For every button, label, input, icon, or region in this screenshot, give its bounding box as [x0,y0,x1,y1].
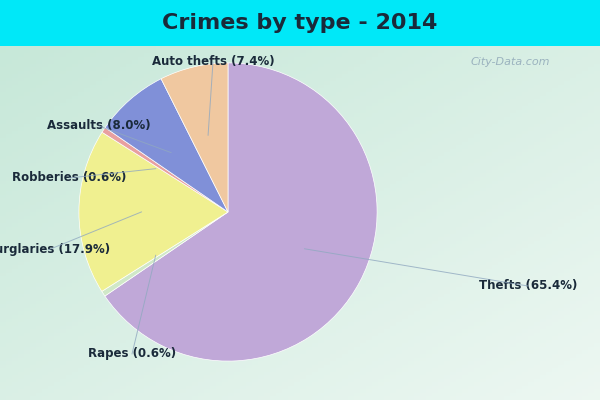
Text: Crimes by type - 2014: Crimes by type - 2014 [163,13,437,33]
Wedge shape [161,63,228,212]
Text: Burglaries (17.9%): Burglaries (17.9%) [0,244,110,256]
Text: City-Data.com: City-Data.com [470,57,550,67]
Text: Assaults (8.0%): Assaults (8.0%) [47,120,151,132]
Text: Robberies (0.6%): Robberies (0.6%) [12,172,126,184]
Text: Thefts (65.4%): Thefts (65.4%) [479,280,577,292]
Wedge shape [105,79,228,212]
Wedge shape [102,128,228,212]
Wedge shape [102,212,228,296]
Wedge shape [79,132,228,291]
Text: Auto thefts (7.4%): Auto thefts (7.4%) [152,56,274,68]
Wedge shape [105,63,377,361]
Text: Rapes (0.6%): Rapes (0.6%) [88,348,176,360]
